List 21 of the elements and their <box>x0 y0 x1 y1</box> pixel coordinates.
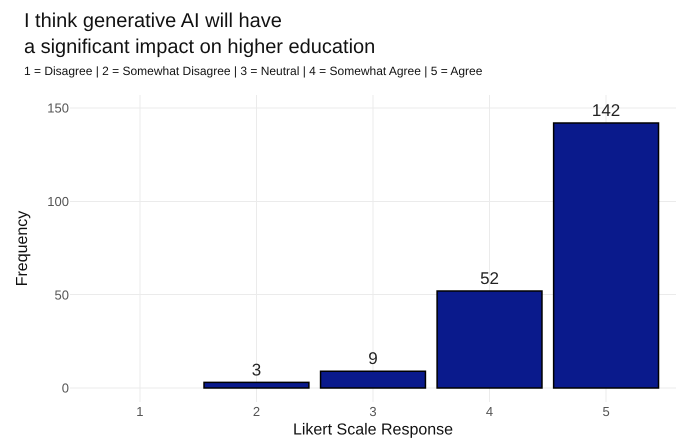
y-axis-title: Frequency <box>14 210 32 286</box>
y-tick-label: 50 <box>54 287 69 302</box>
data-label: 9 <box>368 349 378 368</box>
bar <box>436 290 543 389</box>
y-tick-label: 100 <box>47 194 69 209</box>
bar <box>552 122 660 389</box>
bar <box>320 370 426 389</box>
x-tick-label: 5 <box>602 404 610 419</box>
y-tick-label: 150 <box>47 100 69 116</box>
x-tick-label: 3 <box>369 404 377 419</box>
data-label: 3 <box>252 360 262 380</box>
bar <box>203 382 310 389</box>
y-tick-label: 0 <box>62 380 69 396</box>
x-tick-label: 1 <box>136 404 144 419</box>
x-axis-title: Likert Scale Response <box>292 422 454 439</box>
chart-subtitle: 1 = Disagree | 2 = Somewhat Disagree | 3 = Neutral | 4 = Somewhat Agree | 5 = Agree <box>24 64 483 78</box>
x-tick-label: 4 <box>486 404 494 419</box>
chart-title: I think generative AI will have a significant impact on higher education <box>24 10 376 58</box>
data-label: 52 <box>480 268 499 288</box>
x-tick-label: 2 <box>252 404 260 419</box>
data-label: 142 <box>592 100 620 120</box>
